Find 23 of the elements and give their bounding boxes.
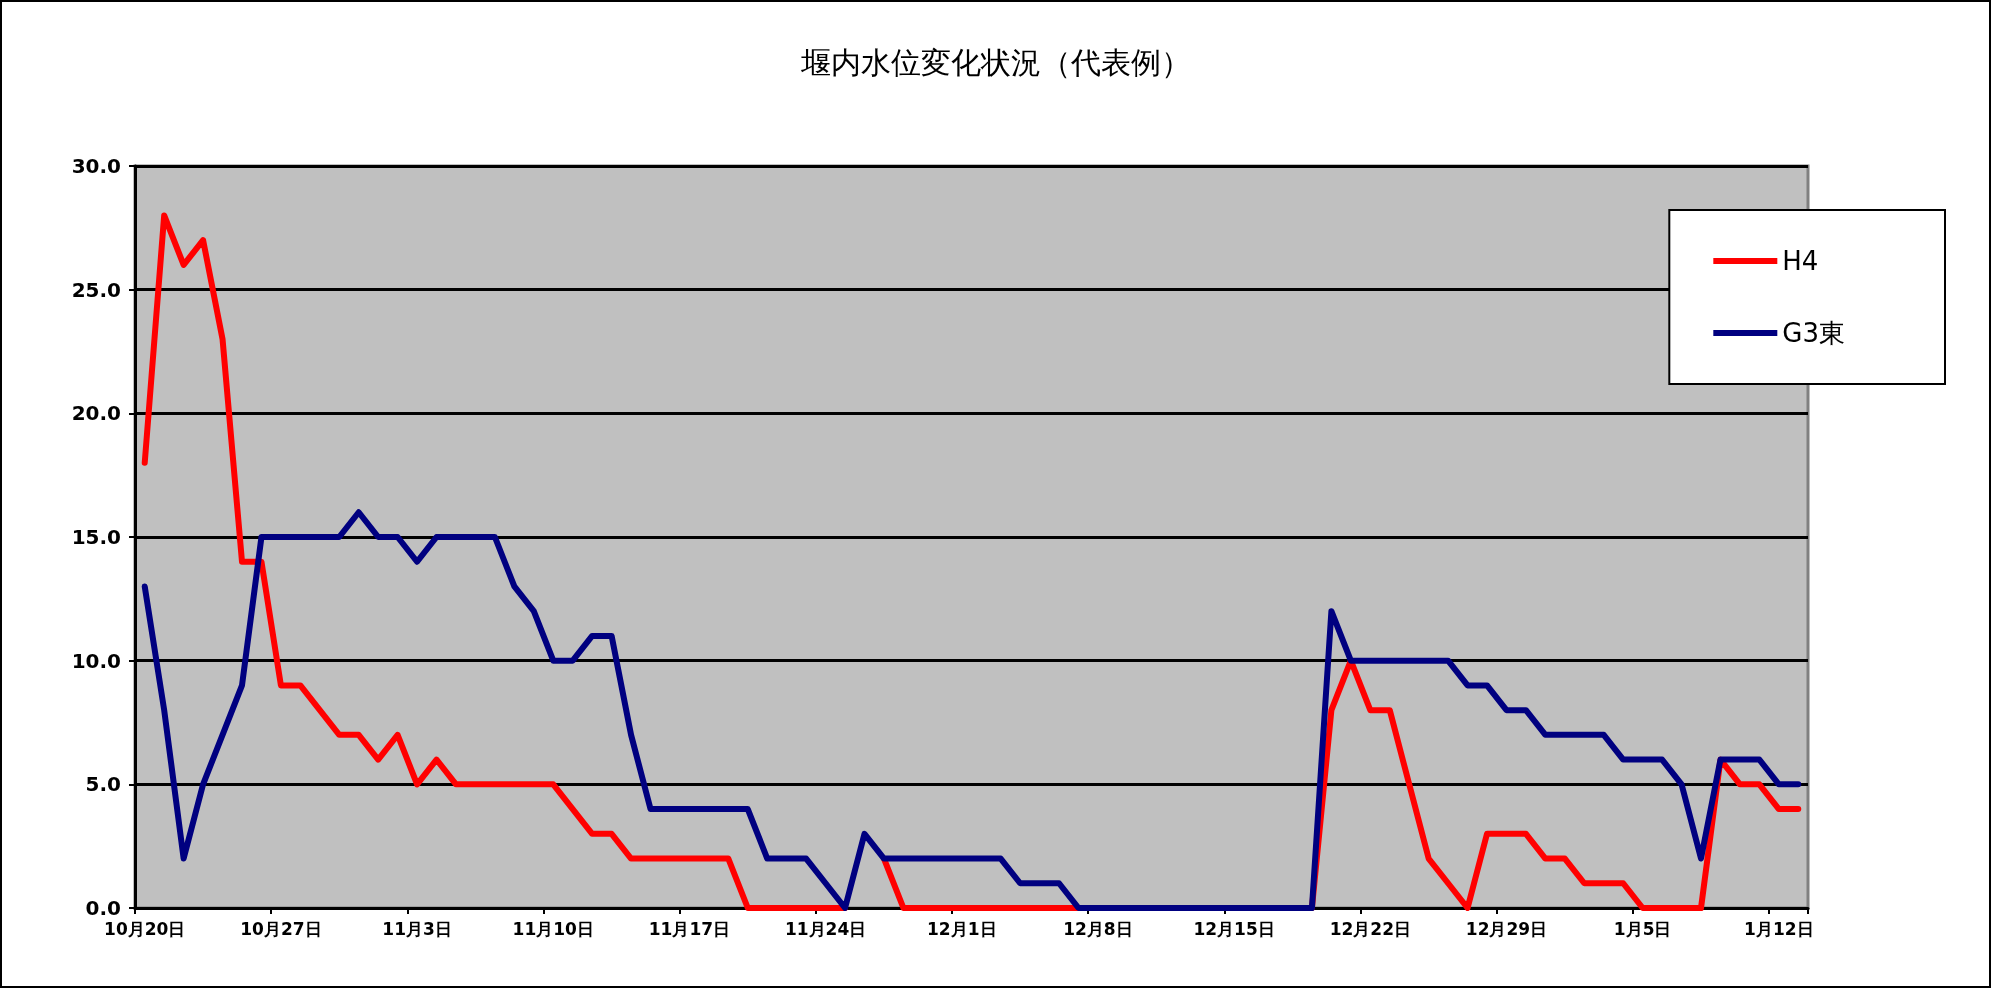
y-tick-label: 5.0 xyxy=(85,772,121,797)
x-tick-label: 12月15日 xyxy=(1193,918,1275,939)
y-tick-label: 25.0 xyxy=(71,277,121,302)
x-tick-label: 12月22日 xyxy=(1329,918,1411,939)
x-tick-label: 11月17日 xyxy=(648,918,731,939)
y-tick-label: 15.0 xyxy=(71,525,121,549)
legend-label: H4 xyxy=(1782,246,1819,276)
y-tick-label: 0.0 xyxy=(85,896,121,920)
x-tick-label: 10月20日 xyxy=(104,918,186,939)
y-tick-label: 30.0 xyxy=(71,154,121,178)
x-tick-label: 11月3日 xyxy=(382,918,452,939)
x-tick-label: 11月10日 xyxy=(512,918,594,939)
y-tick-label: 10.0 xyxy=(71,648,121,673)
x-tick-label: 12月8日 xyxy=(1063,918,1133,939)
x-tick-label: 12月29日 xyxy=(1465,918,1548,939)
x-tick-label: 11月24日 xyxy=(784,918,867,939)
legend-label: G3東 xyxy=(1782,318,1846,348)
y-tick-label: 20.0 xyxy=(71,401,121,426)
x-tick-label: 12月1日 xyxy=(927,918,997,939)
x-tick-label: 10月27日 xyxy=(240,918,322,939)
x-tick-label: 1月12日 xyxy=(1744,918,1814,939)
chart-title: 堰内水位変化状況（代表例） xyxy=(799,44,1191,80)
x-tick-label: 1月5日 xyxy=(1613,918,1672,939)
